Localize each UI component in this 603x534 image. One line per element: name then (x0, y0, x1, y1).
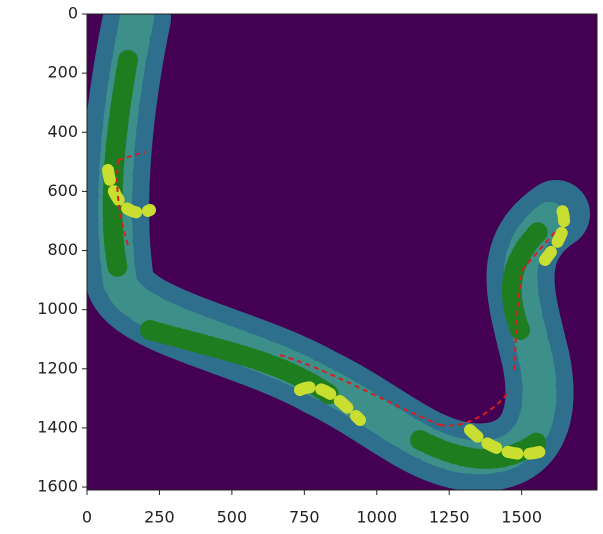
x-tick-label: 1250 (429, 508, 470, 527)
y-tick-label: 1400 (37, 417, 78, 436)
y-tick-label: 600 (47, 181, 78, 200)
y-tick-label: 200 (47, 63, 78, 82)
y-tick-label: 1000 (37, 299, 78, 318)
y-tick-label: 400 (47, 122, 78, 141)
image (87, 14, 597, 490)
x-tick-label: 0 (82, 508, 92, 527)
y-tick-label: 1600 (37, 477, 78, 496)
y-tick-label: 800 (47, 240, 78, 259)
plot-frame (86, 13, 598, 491)
y-tick-label: 1200 (37, 358, 78, 377)
x-tick-label: 250 (144, 508, 175, 527)
y-tick-label: 0 (68, 4, 78, 23)
x-tick-label: 500 (217, 508, 248, 527)
x-tick-label: 1500 (501, 508, 542, 527)
x-tick-label: 750 (289, 508, 320, 527)
x-tick-label: 1000 (356, 508, 397, 527)
